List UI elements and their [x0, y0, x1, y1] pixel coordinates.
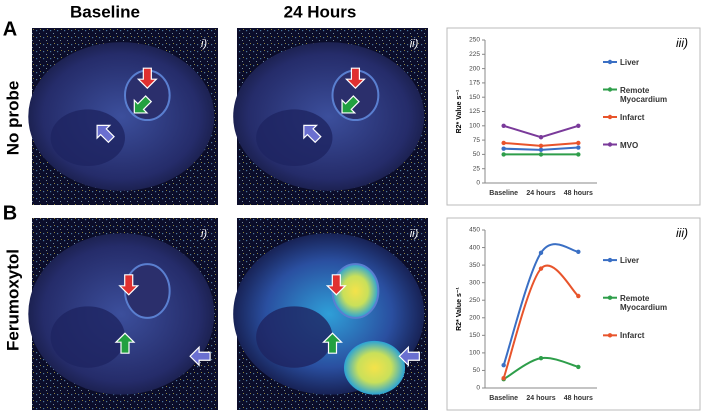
legend-label: Infarct: [620, 331, 645, 341]
data-point: [538, 266, 544, 271]
legend-label: MVO: [620, 140, 639, 150]
y-tick-label: 100: [469, 123, 480, 130]
y-axis-title: R2* Value s⁻¹: [456, 286, 463, 330]
data-point: [501, 123, 506, 128]
y-tick-label: 0: [476, 385, 480, 392]
arrow: [325, 274, 347, 296]
data-point: [576, 249, 581, 254]
y-tick-label: 200: [469, 314, 480, 321]
data-point: [538, 152, 544, 157]
legend-label: Infarct: [620, 113, 645, 122]
y-tick-label: 75: [473, 137, 481, 144]
row-letter: A: [3, 18, 17, 40]
legend-swatch-marker: [607, 257, 613, 263]
y-tick-label: 125: [469, 108, 480, 115]
row-label: Ferumoxytol: [3, 249, 22, 351]
data-point: [576, 293, 581, 299]
arrow: [118, 274, 140, 296]
data-point: [538, 143, 544, 149]
arrow: [114, 332, 136, 354]
data-point: [576, 123, 581, 128]
y-tick-label: 25: [473, 165, 481, 172]
y-tick-label: 150: [469, 94, 480, 101]
legend-swatch-marker: [607, 142, 613, 147]
arrow: [344, 67, 366, 90]
y-tick-label: 0: [476, 180, 480, 187]
arrow: [322, 332, 343, 354]
arrow: [136, 67, 158, 90]
y-tick-label: 300: [469, 279, 480, 286]
data-point: [501, 146, 506, 151]
panel-label: ii): [410, 228, 419, 240]
data-point: [538, 147, 544, 153]
arrow: [133, 95, 153, 114]
y-tick-label: 150: [469, 332, 480, 339]
series-line: [502, 243, 579, 366]
y-tick-label: 50: [473, 151, 481, 158]
y-tick-label: 450: [469, 227, 480, 234]
legend-swatch-marker: [607, 295, 613, 300]
x-tick-label: 48 hours: [564, 190, 593, 197]
column-header: 24 Hours: [284, 2, 357, 21]
arrow: [303, 124, 322, 144]
mri-liver: [343, 340, 406, 395]
row-letter: B: [3, 202, 17, 224]
mri-organ: [256, 306, 333, 368]
mri-organ: [50, 109, 125, 167]
data-point: [501, 362, 506, 368]
y-tick-label: 50: [473, 367, 481, 374]
legend-label: Liver: [620, 58, 640, 67]
legend-label: Remote Myocardium: [620, 85, 668, 104]
mri-organ: [50, 306, 125, 368]
arrow: [189, 345, 211, 367]
y-axis-title: R2* Value s⁻¹: [456, 89, 463, 133]
panel-label: ii): [410, 38, 419, 50]
legend-swatch-marker: [607, 333, 613, 338]
data-point: [538, 135, 544, 140]
y-tick-label: 400: [469, 244, 480, 251]
y-tick-label: 225: [469, 51, 480, 58]
y-tick-label: 250: [469, 297, 480, 304]
data-point: [538, 250, 544, 256]
data-point: [576, 140, 581, 146]
data-point: [538, 355, 544, 361]
arrow: [398, 345, 420, 367]
y-tick-label: 200: [469, 65, 480, 72]
data-point: [501, 140, 506, 146]
column-header: Baseline: [70, 2, 140, 21]
y-tick-label: 350: [469, 262, 480, 269]
legend-label: Remote Myocardium: [620, 293, 668, 312]
legend-swatch-marker: [607, 59, 613, 65]
data-point: [576, 145, 581, 150]
legend-label: Liver: [620, 256, 640, 266]
mri-body: [28, 233, 215, 395]
panel-label: iii): [676, 36, 688, 50]
mri-body: [233, 42, 425, 191]
x-tick-label: 48 hours: [564, 395, 593, 402]
row-label: No probe: [3, 81, 22, 156]
x-tick-label: Baseline: [489, 190, 518, 197]
chart-panel: [446, 27, 701, 206]
data-point: [576, 364, 581, 370]
legend-swatch-marker: [607, 114, 613, 120]
panel-label: i): [201, 228, 207, 240]
arrow: [96, 124, 115, 144]
mri-organ: [256, 109, 333, 167]
x-tick-label: Baseline: [489, 395, 518, 402]
data-point: [576, 152, 581, 157]
mri-body: [28, 42, 215, 191]
arrow: [341, 95, 360, 114]
y-tick-label: 175: [469, 80, 480, 87]
panel-label: iii): [676, 226, 688, 240]
x-tick-label: 24 hours: [526, 395, 555, 402]
data-point: [501, 375, 506, 381]
data-point: [501, 152, 506, 157]
x-tick-label: 24 hours: [526, 190, 555, 197]
y-tick-label: 100: [469, 350, 480, 357]
legend-swatch-marker: [607, 87, 613, 92]
panel-label: i): [201, 38, 207, 50]
y-tick-label: 250: [469, 37, 480, 44]
